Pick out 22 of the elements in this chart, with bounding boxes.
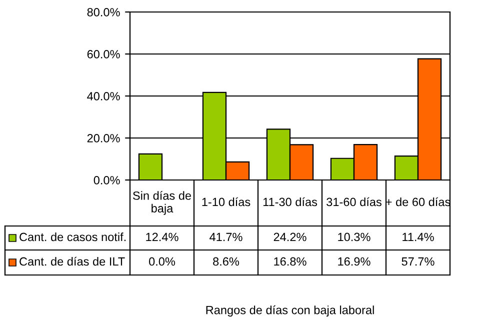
x-tick-label: Sin días de baja bbox=[133, 191, 192, 215]
data-label: 8.6% bbox=[213, 257, 240, 266]
y-tick-label: 60.0% bbox=[87, 50, 120, 58]
text: Rangos de días con baja laboral bbox=[206, 305, 374, 317]
data-label: 57.7% bbox=[402, 257, 434, 266]
data-label: 0.0% bbox=[149, 257, 176, 266]
legend-label: Cant. de casos notif. bbox=[20, 232, 126, 242]
data-label: 16.8% bbox=[274, 257, 306, 266]
data-label: 16.9% bbox=[338, 257, 370, 266]
data-label: 41.7% bbox=[210, 232, 242, 242]
data-label: 12.4% bbox=[146, 232, 178, 242]
data-label: 11.4% bbox=[402, 232, 434, 242]
y-tick-label: 40.0% bbox=[87, 92, 120, 100]
y-tick-label: 0.0% bbox=[94, 176, 120, 184]
legend-label: Cant. de días de ILT bbox=[20, 256, 125, 266]
y-tick-label: 80.0% bbox=[87, 8, 120, 16]
data-label: 10.3% bbox=[338, 232, 370, 242]
data-label: 24.2% bbox=[274, 232, 306, 242]
x-tick-label: 1-10 días bbox=[202, 197, 250, 206]
y-tick-label: 20.0% bbox=[87, 134, 120, 142]
x-tick-label: 31-60 días bbox=[326, 197, 382, 206]
x-tick-label: 11-30 días bbox=[263, 197, 318, 206]
